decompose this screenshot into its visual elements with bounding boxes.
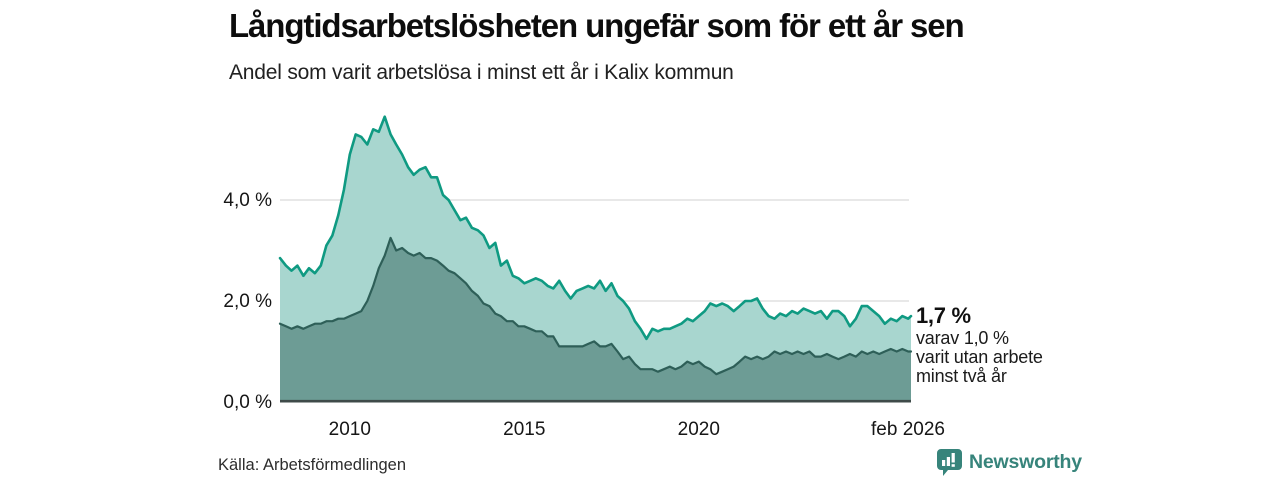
latest-value-sublines: varav 1,0 % varit utan arbete minst två år [916, 329, 1076, 386]
area-min-two-years [280, 237, 911, 402]
annotation-line: varav 1,0 % [916, 328, 1009, 348]
page-title: Långtidsarbetslösheten ungefär som för e… [229, 7, 965, 44]
latest-value-headline: 1,7 % [916, 303, 971, 328]
bar-chart-speech-bubble-icon [937, 449, 962, 476]
page-subtitle: Andel som varit arbetslösa i minst ett å… [229, 61, 734, 84]
annotation-line: varit utan arbete [916, 347, 1043, 367]
annotation-line: minst två år [916, 366, 1007, 386]
line-min-one-year [278, 115, 913, 341]
source-caption: Källa: Arbetsförmedlingen [218, 456, 407, 474]
latest-value-annotation: 1,7 % varav 1,0 % varit utan arbete minst … [916, 303, 1076, 386]
brand-name: Newsworthy [969, 451, 1082, 473]
line-min-two-years [278, 236, 913, 376]
newsworthy-logo[interactable]: Newsworthy [937, 449, 1082, 476]
